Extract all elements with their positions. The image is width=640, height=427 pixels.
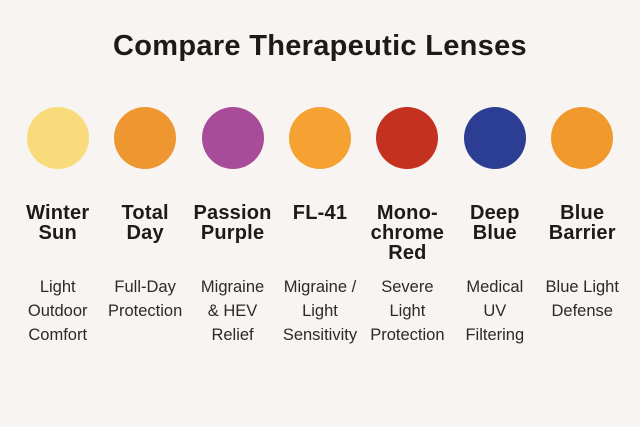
lens-description: Blue Light Defense: [545, 278, 619, 320]
lens-description: Medical UV Filtering: [465, 278, 525, 344]
lens-column-blue-barrier: Blue Barrier Blue Light Defense: [539, 107, 626, 347]
lens-description: Migraine & HEV Relief: [200, 278, 265, 344]
lens-color-swatch-fl-41: [288, 107, 351, 169]
lens-grid: Winter Sun Light Outdoor Comfort Total Day F…: [14, 107, 626, 347]
lens-color-swatch-blue-barrier: [551, 107, 614, 169]
lens-color-swatch-passion-purple: [201, 107, 264, 169]
lens-column-monochrome-red: Mono-chrome Red Severe Light Protection: [364, 107, 451, 347]
lens-name: Mono-chrome Red: [370, 202, 445, 264]
lens-description: Severe Light Protection: [370, 278, 445, 344]
lens-column-total-day: Total Day Full-Day Protection: [101, 107, 188, 347]
lens-column-winter-sun: Winter Sun Light Outdoor Comfort: [14, 107, 101, 347]
lens-description: Full-Day Protection: [107, 278, 183, 320]
lens-name: Total Day: [121, 202, 169, 244]
lens-name: Winter Sun: [26, 202, 90, 244]
lens-name: Deep Blue: [469, 202, 520, 244]
lens-column-fl-41: FL-41 Migraine / Light Sensitivity: [276, 107, 363, 347]
infographic: Compare Therapeutic Lenses Winter Sun Lig…: [14, 30, 626, 347]
lens-description: Light Outdoor Comfort: [27, 278, 88, 344]
lens-name: Blue Barrier: [548, 202, 616, 244]
lens-color-swatch-winter-sun: [26, 107, 89, 169]
lens-column-passion-purple: Passion Purple Migraine & HEV Relief: [189, 107, 276, 347]
lens-name: Passion Purple: [193, 202, 272, 244]
lens-color-swatch-deep-blue: [463, 107, 526, 169]
lens-color-swatch-total-day: [114, 107, 177, 169]
lens-column-deep-blue: Deep Blue Medical UV Filtering: [451, 107, 538, 347]
lens-description: Migraine / Light Sensitivity: [282, 278, 358, 344]
page-title: Compare Therapeutic Lenses: [113, 30, 527, 62]
lens-color-swatch-monochrome-red: [376, 107, 439, 169]
lens-name: FL-41: [292, 202, 348, 224]
